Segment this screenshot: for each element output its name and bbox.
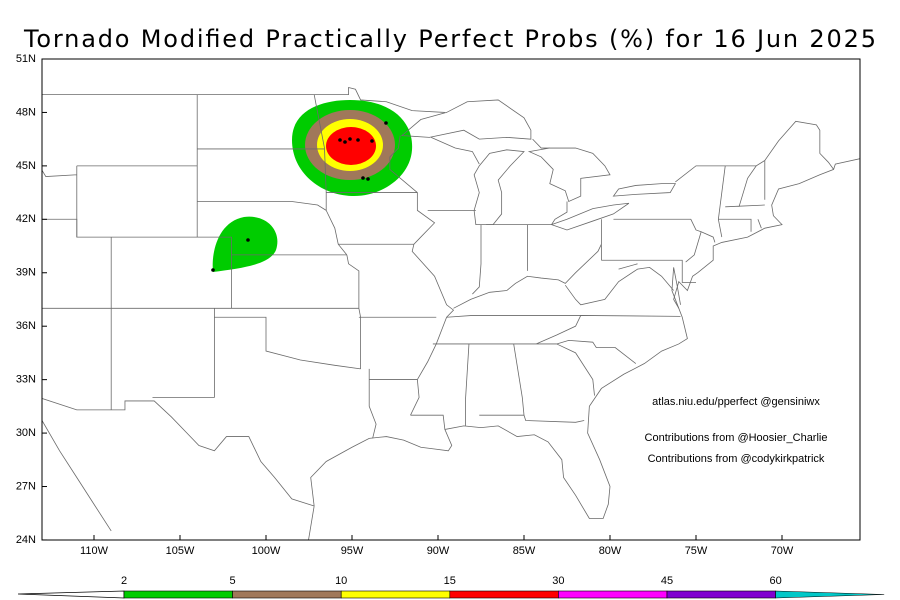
colorbar-label: 15 (444, 575, 456, 587)
lat-label: 42N (16, 213, 36, 225)
boundaries (8, 87, 868, 557)
report-dot (338, 138, 342, 142)
lat-label: 45N (16, 160, 36, 172)
colorbar-segment (123, 590, 233, 599)
lat-label: 30N (16, 427, 36, 439)
lon-label: 105W (166, 545, 195, 557)
colorbar-segment (449, 590, 559, 599)
colorbar-label: 60 (769, 575, 781, 587)
contour-15 (326, 127, 376, 165)
lat-label: 39N (16, 267, 36, 279)
credit: atlas.niu.edu/pperfect @gensiniwx (652, 396, 820, 408)
colorbar-segment (666, 590, 776, 599)
report-dot (211, 268, 215, 272)
report-dot (348, 137, 352, 141)
colorbar-segment (232, 590, 342, 599)
lon-label: 75W (685, 545, 708, 557)
report-dot (246, 238, 250, 242)
lat-label: 33N (16, 374, 36, 386)
lon-label: 95W (341, 545, 364, 557)
lat-label: 36N (16, 320, 36, 332)
credit: Contributions from @Hoosier_Charlie (645, 432, 828, 444)
report-dot (366, 177, 370, 181)
lat-label: 24N (16, 534, 36, 546)
lon-label: 90W (427, 545, 450, 557)
report-dot (343, 140, 347, 144)
map-area (8, 87, 868, 557)
lon-label: 80W (599, 545, 622, 557)
colorbar-label: 2 (121, 575, 127, 587)
report-dot (370, 139, 374, 143)
map-frame (41, 58, 861, 541)
lon-label: 70W (771, 545, 794, 557)
lat-label: 51N (16, 53, 36, 65)
lon-label: 85W (513, 545, 536, 557)
colorbar-label: 5 (230, 575, 236, 587)
colorbar-label: 45 (661, 575, 673, 587)
colorbar: 2 5 10 15 30 45 60 (121, 575, 885, 599)
lon-label: 110W (80, 545, 109, 557)
credit: Contributions from @codykirkpatrick (648, 453, 825, 465)
colorbar-segment (340, 590, 451, 599)
colorbar-high-end (775, 590, 885, 599)
contours (212, 100, 413, 272)
report-dot (384, 121, 388, 125)
colorbar-segment (558, 590, 668, 599)
contour-2 (212, 216, 278, 272)
lat-label: 27N (16, 480, 36, 492)
reports (211, 121, 388, 272)
lat-label: 48N (16, 106, 36, 118)
lon-label: 100W (252, 545, 281, 557)
colorbar-label: 10 (335, 575, 347, 587)
report-dot (356, 138, 360, 142)
report-dot (361, 176, 365, 180)
map-title: Tornado Modified Practically Perfect Pro… (23, 25, 876, 53)
colorbar-label: 30 (552, 575, 564, 587)
